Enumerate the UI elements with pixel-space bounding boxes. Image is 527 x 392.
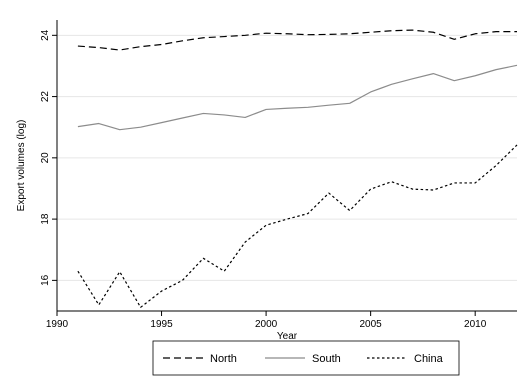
y-tick-label: 24: [40, 29, 51, 41]
x-tick-label: 1995: [150, 319, 173, 330]
y-axis-label: Export volumes (log): [16, 120, 27, 212]
legend: North South China: [152, 340, 460, 376]
y-tick-label: 20: [40, 152, 51, 164]
y-tick-label: 16: [40, 274, 51, 286]
x-tick-label: 2010: [464, 319, 487, 330]
y-tick-label: 22: [40, 91, 51, 103]
y-tick-label: 18: [40, 213, 51, 225]
x-tick-label: 2000: [255, 319, 278, 330]
legend-label-south: South: [312, 353, 341, 365]
x-axis-label: Year: [277, 331, 298, 342]
series-line-china: [77, 144, 518, 308]
series-line-south: [77, 64, 518, 131]
x-tick-label: 2005: [360, 319, 383, 330]
legend-label-china: China: [414, 353, 444, 365]
legend-box: [152, 340, 460, 376]
series-line-north: [77, 29, 517, 51]
legend-label-north: North: [210, 353, 237, 365]
x-tick-label: 1990: [46, 319, 69, 330]
